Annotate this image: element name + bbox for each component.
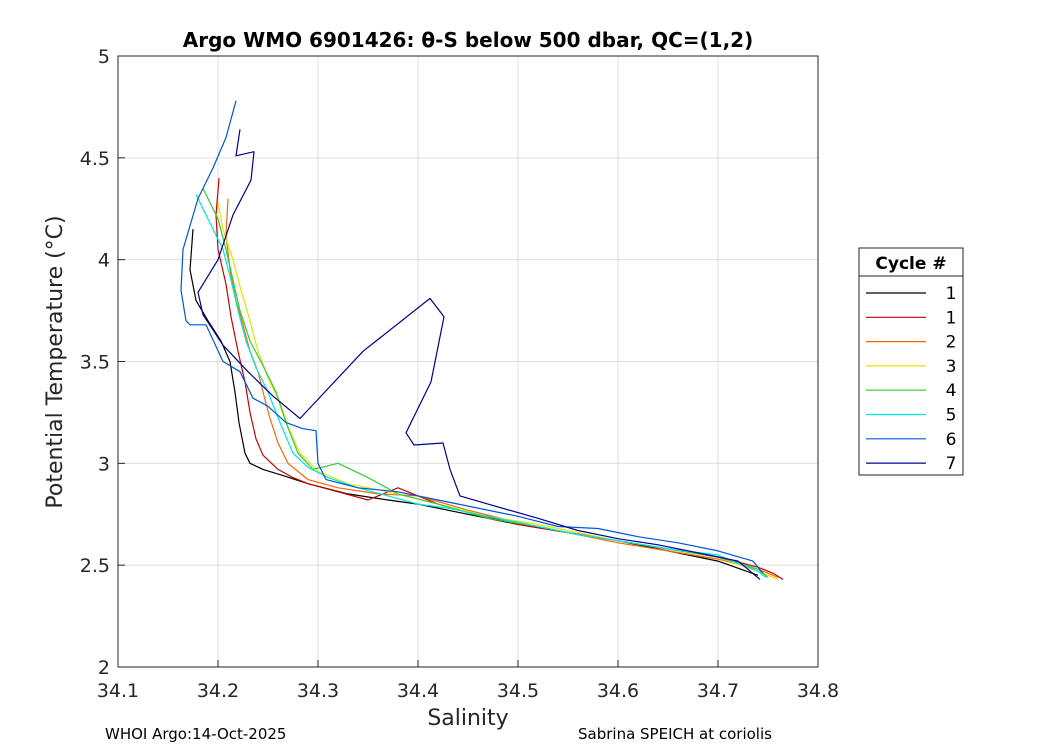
legend-label: 2 <box>946 333 957 353</box>
legend-label: 1 <box>946 284 957 304</box>
y-tick-label: 3 <box>98 453 110 475</box>
legend-items: 1 1 2 3 4 5 6 7 <box>866 284 956 474</box>
plot-frame <box>117 55 819 668</box>
chart-title: Argo WMO 6901426: θ-S below 500 dbar, QC… <box>183 28 753 52</box>
legend-box <box>858 247 964 476</box>
x-tick-label: 34.6 <box>597 680 639 702</box>
x-tick-label: 34.2 <box>197 680 239 702</box>
y-tick-labels: 2 2.5 3 3.5 4 4.5 5 <box>80 46 110 679</box>
legend-label: 5 <box>946 406 957 426</box>
series-line-cycle-7-7 <box>197 129 761 580</box>
y-tick-label: 2.5 <box>80 555 110 577</box>
x-tick-label: 34.1 <box>97 680 139 702</box>
x-tick-label: 34.8 <box>797 680 839 702</box>
series-line-cycle-2-2 <box>225 198 779 578</box>
legend-label: 7 <box>946 454 957 474</box>
footer-credit: Sabrina SPEICH at coriolis <box>578 725 772 743</box>
y-tick-label: 4.5 <box>80 148 110 170</box>
series-line-cycle-5-5 <box>195 194 767 578</box>
y-tick-label: 2 <box>98 657 110 679</box>
legend: Cycle # 1 1 2 3 4 5 6 7 <box>858 247 964 476</box>
y-tick-label: 5 <box>98 46 110 68</box>
x-tick-label: 34.5 <box>497 680 539 702</box>
x-tick-label: 34.7 <box>697 680 739 702</box>
y-tick-label: 4 <box>98 250 110 272</box>
y-axis-label: Potential Temperature (°C) <box>43 215 68 508</box>
legend-label: 1 <box>946 308 957 328</box>
y-tick-label: 3.5 <box>80 352 110 374</box>
footer-date: WHOI Argo:14-Oct-2025 <box>105 725 287 743</box>
x-tick-labels: 34.1 34.2 34.3 34.4 34.5 34.6 34.7 34.8 <box>97 680 839 702</box>
x-tick-label: 34.4 <box>397 680 439 702</box>
legend-label: 3 <box>946 357 957 377</box>
legend-label: 4 <box>946 381 957 401</box>
series-line-cycle-6-6 <box>180 100 764 574</box>
x-tick-label: 34.3 <box>297 680 339 702</box>
legend-title: Cycle # <box>875 254 946 274</box>
data-series <box>180 100 784 580</box>
x-axis-label: Salinity <box>427 706 508 731</box>
legend-label: 6 <box>946 430 957 450</box>
